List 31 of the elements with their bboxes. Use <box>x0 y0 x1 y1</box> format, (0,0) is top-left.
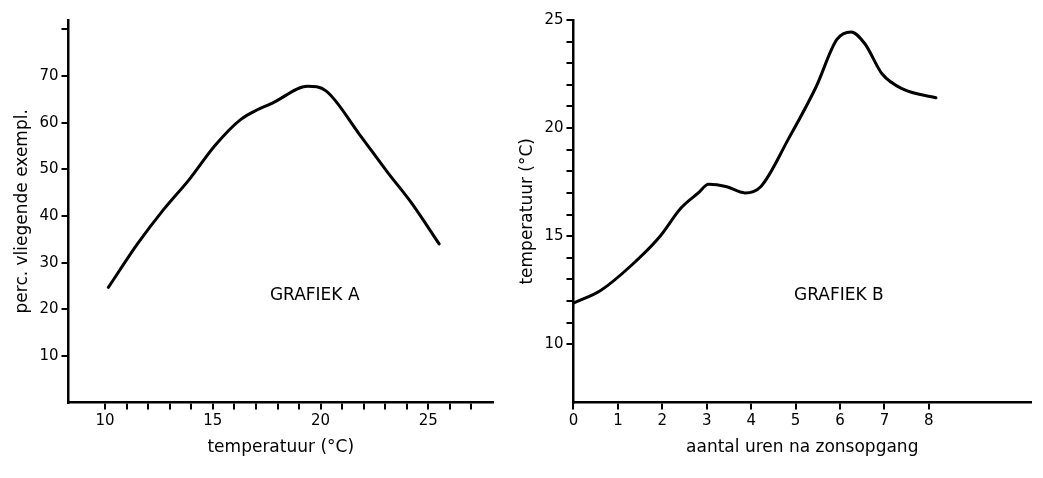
annotation: GRAFIEK A <box>269 283 360 304</box>
x-tick-label: 20 <box>311 411 331 430</box>
x-tick-label: 4 <box>746 411 756 430</box>
y-tick-label: 70 <box>39 65 59 84</box>
x-tick-label: 7 <box>879 411 890 430</box>
y-tick-label: 25 <box>544 9 564 28</box>
y-tick-label: 50 <box>39 159 59 178</box>
x-tick-label: 3 <box>701 411 712 430</box>
x-tick-label: 15 <box>203 411 223 430</box>
x-tick-label: 0 <box>568 411 579 430</box>
y-tick-label: 20 <box>39 299 59 318</box>
x-axis-title: temperatuur (°C) <box>207 436 355 457</box>
y-axis-title: temperatuur (°C) <box>515 138 536 285</box>
annotation: GRAFIEK B <box>794 283 884 304</box>
x-axis-title: aantal uren na zonsopgang <box>686 436 919 457</box>
x-tick-label: 8 <box>924 411 934 430</box>
y-tick-label: 60 <box>39 112 59 131</box>
y-tick-label: 40 <box>39 205 59 224</box>
x-tick-label: 25 <box>418 411 438 430</box>
x-tick-label: 6 <box>835 411 845 430</box>
y-tick-label: 10 <box>544 334 564 353</box>
x-tick-label: 10 <box>95 411 115 430</box>
x-tick-label: 5 <box>790 411 801 430</box>
y-axis-title: perc. vliegende exempl. <box>10 109 31 314</box>
x-tick-label: 1 <box>613 411 623 430</box>
y-tick-label: 15 <box>544 226 564 245</box>
y-tick-label: 30 <box>39 252 59 271</box>
line-series <box>106 84 441 289</box>
x-tick-label: 2 <box>657 411 668 430</box>
y-tick-label: 10 <box>39 345 59 364</box>
y-tick-label: 20 <box>544 117 564 136</box>
